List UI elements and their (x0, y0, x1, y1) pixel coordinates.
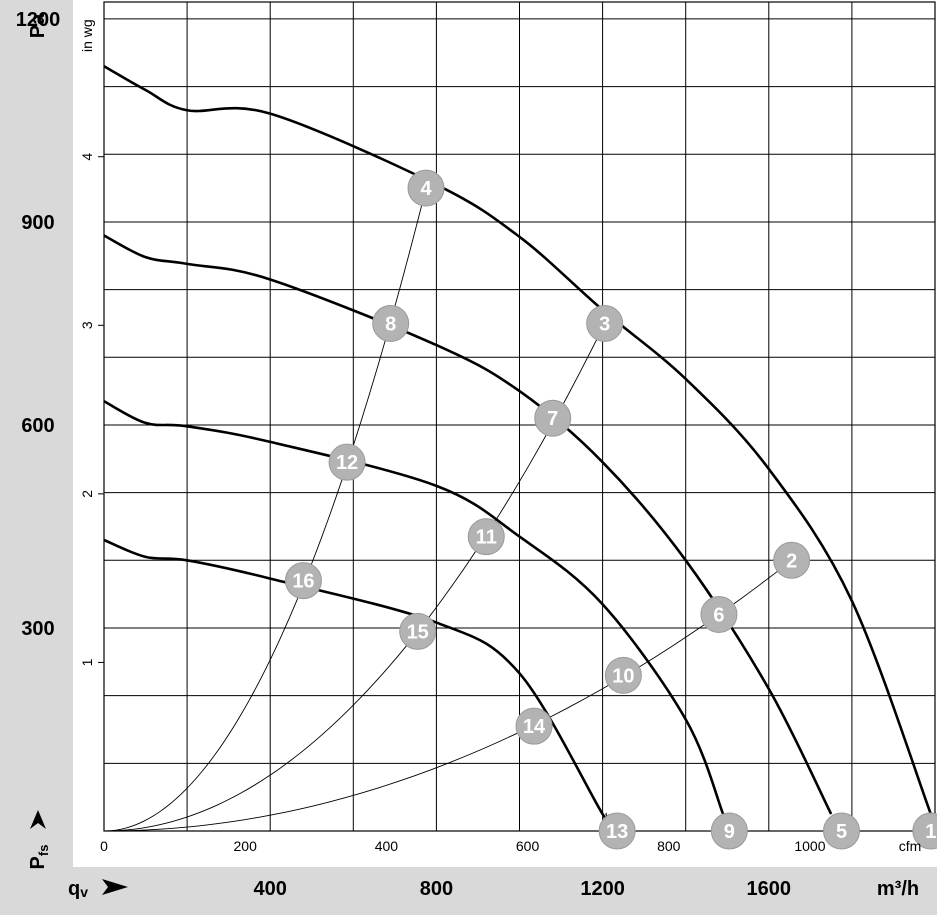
marker-circle (710, 812, 748, 850)
marker-circle (534, 399, 572, 437)
inwg-tick-label: 1 (79, 658, 95, 666)
marker-circle (328, 443, 366, 481)
operating-point-9: 9 (710, 812, 748, 850)
operating-point-10: 10 (604, 656, 642, 694)
operating-point-6: 6 (700, 595, 738, 633)
inwg-tick-label: 3 (79, 321, 95, 329)
marker-circle (604, 656, 642, 694)
grid (98, 1, 936, 832)
marker-label: 13 (606, 821, 628, 843)
system-curve-2 (103, 323, 606, 832)
marker-circle (823, 812, 861, 850)
marker-circle (399, 612, 437, 650)
pa-tick-label: 900 (21, 212, 54, 234)
fan-curve-1 (103, 65, 933, 815)
operating-point-11: 11 (467, 518, 505, 556)
pa-tick-label: 600 (21, 415, 54, 437)
marker-label: 11 (476, 527, 497, 549)
marker-label: 14 (523, 716, 546, 738)
marker-label: 16 (292, 571, 314, 593)
cfm-tick-label: 400 (375, 838, 399, 854)
inwg-tick-label: 4 (79, 153, 95, 161)
marker-circle (598, 812, 636, 850)
marker-circle (773, 541, 811, 579)
axis-labels: 12345in wg3006009001200PaPfs020040060080… (16, 9, 922, 900)
operating-point-16: 16 (284, 562, 322, 600)
marker-label: 12 (336, 452, 358, 474)
left-axis-panel (0, 0, 73, 915)
pfs-arrow-icon (30, 810, 46, 829)
fan-curves (103, 65, 933, 832)
bottom-axis-panel (0, 867, 937, 915)
m3h-tick-label: 1200 (580, 878, 625, 900)
operating-point-13: 13 (598, 812, 636, 850)
m3h-tick-label: 800 (420, 878, 453, 900)
marker-label: 7 (547, 408, 558, 430)
fan-curve-4 (103, 538, 612, 826)
marker-circle (700, 595, 738, 633)
marker-label: 10 (612, 665, 634, 687)
cfm-tick-label: 1000 (794, 838, 825, 854)
m3h-tick-label: 400 (254, 878, 287, 900)
cfm-tick-label: 600 (516, 838, 540, 854)
operating-point-15: 15 (399, 612, 437, 650)
operating-point-7: 7 (534, 399, 572, 437)
pa-tick-label: 1200 (16, 9, 61, 31)
marker-circle (407, 169, 445, 207)
operating-point-14: 14 (515, 707, 553, 745)
inwg-tick-label: 2 (79, 490, 95, 498)
marker-label: 8 (385, 313, 396, 335)
marker-circle (372, 304, 410, 342)
marker-circle (586, 304, 624, 342)
operating-point-3: 3 (586, 304, 624, 342)
marker-label: 5 (836, 821, 847, 843)
m3h-unit-label: m³/h (877, 878, 919, 900)
cfm-unit-label: cfm (899, 838, 922, 854)
qv-axis-label: qv (68, 878, 88, 900)
cfm-tick-label: 800 (657, 838, 681, 854)
plot-frame (103, 1, 936, 832)
marker-label: 9 (724, 821, 735, 843)
marker-label: 6 (713, 604, 724, 626)
marker-circle (284, 562, 322, 600)
marker-circle (912, 812, 937, 850)
operating-point-2: 2 (773, 541, 811, 579)
system-curve-1 (103, 187, 427, 832)
marker-label: 15 (407, 621, 429, 643)
inwg-unit-label: in wg (79, 19, 95, 52)
cfm-tick-label: 200 (234, 838, 258, 854)
fan-curve-3 (103, 400, 725, 815)
operating-point-12: 12 (328, 443, 366, 481)
marker-label: 1 (925, 821, 936, 843)
system-curve-3 (103, 559, 792, 832)
m3h-tick-label: 1600 (747, 878, 792, 900)
fan-curve-2 (103, 234, 833, 815)
qv-arrow-icon (102, 879, 128, 895)
pa-unit-label: Pa (27, 13, 49, 38)
operating-point-8: 8 (372, 304, 410, 342)
marker-label: 4 (420, 178, 432, 200)
operating-point-4: 4 (407, 169, 445, 207)
cfm-tick-label: 0 (100, 838, 108, 854)
marker-circle (467, 518, 505, 556)
marker-label: 3 (599, 313, 610, 335)
operating-point-1: 1 (912, 812, 937, 850)
marker-circle (515, 707, 553, 745)
pa-tick-label: 300 (21, 618, 54, 640)
marker-label: 2 (786, 550, 797, 572)
operating-point-5: 5 (823, 812, 861, 850)
